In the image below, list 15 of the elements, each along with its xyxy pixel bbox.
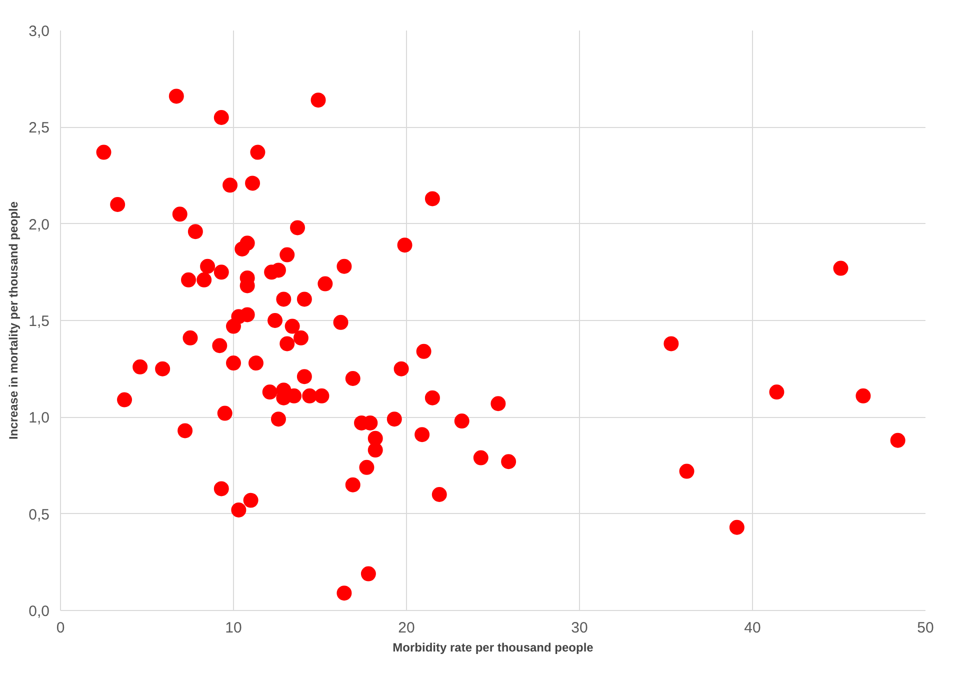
x-tick-label: 10 xyxy=(225,620,242,636)
y-tick-label: 3,0 xyxy=(28,23,50,40)
x-axis-title: Morbidity rate per thousand people xyxy=(392,640,594,654)
x-tick-label: 30 xyxy=(571,620,588,636)
y-tick-label: 0,5 xyxy=(28,506,50,524)
y-axis-title: Increase in mortality per thousand people xyxy=(6,201,21,440)
y-tick-label: 2,0 xyxy=(28,216,50,234)
y-tick-label: 0,0 xyxy=(28,603,50,620)
y-tick-label: 1,0 xyxy=(28,410,50,427)
y-tick-label: 1,5 xyxy=(28,313,50,330)
x-tick-label: 40 xyxy=(744,620,761,636)
x-tick-label: 20 xyxy=(398,620,415,636)
x-tick-label: 50 xyxy=(917,620,934,636)
y-tick-label: 2,5 xyxy=(28,120,50,137)
x-tick-label: 0 xyxy=(56,620,65,636)
